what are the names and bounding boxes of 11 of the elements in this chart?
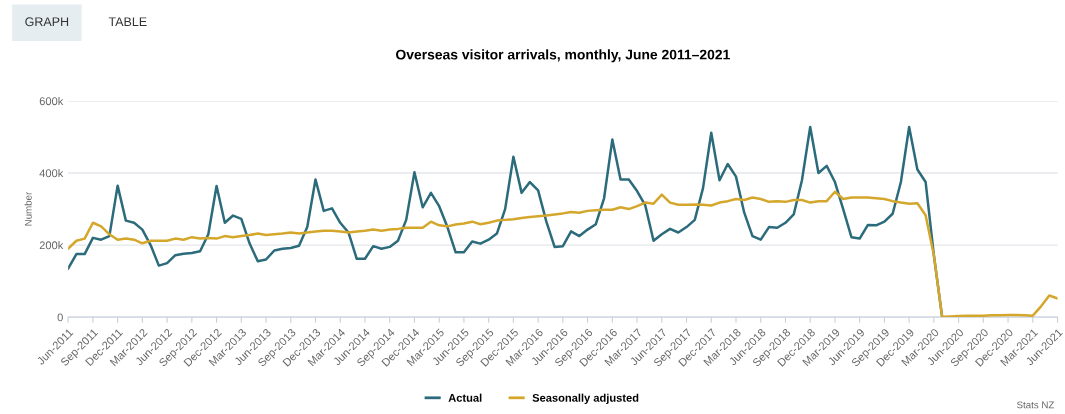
text: Stats NZ [1016, 401, 1055, 409]
text: GRAPH [25, 17, 69, 27]
y-tick-label: 600k [39, 96, 64, 106]
y-tick-label: 200k [39, 241, 64, 250]
text: TABLE [108, 17, 147, 26]
legend-label: Actual [448, 393, 482, 402]
y-tick-label: 400k [39, 169, 64, 178]
y-tick-label: 0 [57, 313, 63, 322]
y-axis-title: Number [24, 191, 32, 226]
chart-title: Overseas visitor arrivals, monthly, June 2011–2021 [396, 49, 730, 63]
legend-label: Seasonally adjusted [532, 393, 639, 404]
